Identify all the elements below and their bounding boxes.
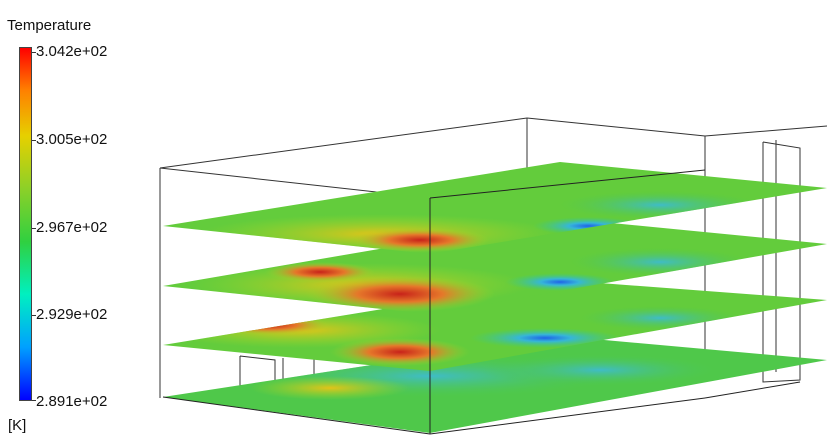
tick-mark: [32, 228, 36, 229]
room-wireframe-front: [162, 169, 801, 435]
tick-label-2: 3.005e+02: [36, 131, 108, 148]
tick-label-4: 2.929e+02: [36, 306, 108, 323]
tick-mark: [32, 140, 36, 141]
tick-label-max: 3.042e+02: [36, 43, 108, 60]
colorbar: [19, 47, 32, 401]
colorbar-gradient: [20, 48, 31, 400]
tick-label-min: 2.891e+02: [36, 393, 108, 410]
tick-mark: [32, 52, 36, 53]
legend-title: Temperature: [7, 17, 92, 34]
tick-mark: [32, 400, 36, 401]
legend-unit: [K]: [8, 417, 27, 434]
tick-mark: [32, 315, 36, 316]
tick-label-3: 2.967e+02: [36, 219, 108, 236]
